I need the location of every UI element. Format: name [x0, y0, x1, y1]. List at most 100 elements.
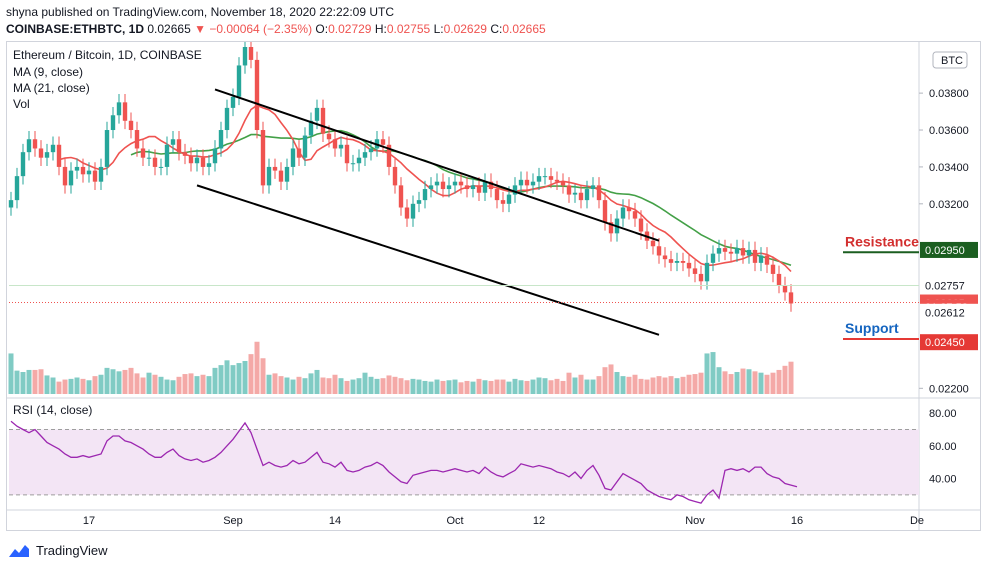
candle: [146, 149, 152, 166]
volume-bar: [740, 368, 746, 394]
volume-bar: [554, 378, 560, 394]
x-tick-label-3: Oct: [446, 515, 463, 527]
resistance-trendline: [214, 88, 660, 242]
candle: [344, 136, 350, 172]
volume-bar: [272, 373, 278, 394]
volume-bar: [176, 376, 182, 394]
candle: [152, 149, 158, 176]
volume-bar: [668, 376, 674, 394]
candle: [404, 199, 410, 227]
price-label-box: [920, 334, 978, 351]
volume-bar: [206, 376, 212, 394]
published-line: shyna published on TradingView.com, Nove…: [6, 5, 395, 19]
candle-body: [38, 148, 44, 158]
volume-bar: [332, 374, 338, 394]
open-label: O:: [315, 22, 329, 36]
candle-body: [236, 65, 242, 97]
candle-body: [242, 47, 248, 66]
volume-bar: [14, 370, 20, 394]
candle: [188, 147, 194, 172]
candle-body: [626, 207, 632, 212]
candle-body: [638, 218, 644, 232]
candle: [602, 191, 608, 231]
candle-body: [302, 135, 308, 158]
volume-bar: [518, 380, 524, 394]
candle-body: [32, 139, 38, 149]
candle-body: [548, 176, 554, 180]
down-arrow-icon: ▼: [194, 22, 206, 36]
candle-body: [668, 259, 674, 263]
candle: [386, 136, 392, 176]
candle-body: [464, 185, 470, 190]
x-tick-label-7: De: [910, 515, 924, 527]
volume-bar: [230, 365, 236, 394]
candle-body: [50, 144, 56, 153]
volume-bar: [86, 380, 92, 394]
candle-body: [398, 185, 404, 208]
volume-bar: [110, 369, 116, 394]
candle: [596, 177, 602, 209]
volume-bar: [80, 378, 86, 394]
volume-bar: [578, 374, 584, 394]
volume-bar: [470, 381, 476, 394]
volume-bar: [404, 380, 410, 394]
candle-body: [698, 273, 704, 282]
candle-body: [116, 102, 122, 116]
volume-bar: [104, 367, 110, 394]
footer-brand: TradingView: [36, 542, 108, 558]
candle: [734, 239, 740, 262]
candle: [266, 158, 272, 194]
rsi-tick-label-0: 80.00: [929, 408, 957, 420]
candle: [8, 191, 14, 216]
volume-bar: [386, 375, 392, 394]
volume-bar: [680, 376, 686, 394]
candle-body: [254, 59, 260, 131]
low-label: L:: [433, 22, 444, 36]
candle-body: [62, 166, 68, 186]
candle: [116, 94, 122, 124]
candle-body: [260, 130, 266, 186]
volume-bar: [122, 369, 128, 394]
candle: [80, 158, 86, 183]
volume-bar: [614, 372, 620, 394]
candle: [398, 177, 404, 216]
volume-bar: [62, 379, 68, 394]
candle-body: [722, 248, 728, 252]
chart-title: Ethereum / Bitcoin, 1D, COINBASE: [13, 48, 202, 62]
volume-bar: [338, 378, 344, 394]
volume-bar: [650, 377, 656, 394]
volume-bar: [368, 376, 374, 394]
volume-bar: [536, 377, 542, 394]
volume-bar: [50, 377, 56, 394]
candle-body: [380, 139, 386, 145]
candle-body: [272, 166, 278, 171]
candle: [524, 171, 530, 194]
candle: [758, 247, 764, 272]
candle: [176, 130, 182, 161]
chart-frame[interactable]: 0.03800 0.03600 0.03400 0.03200 0.02200 BTC 17…: [6, 41, 981, 531]
candle-body: [182, 152, 188, 156]
candle: [518, 171, 524, 194]
candle: [440, 173, 446, 198]
volume-bar: [722, 371, 728, 394]
volume-bar: [710, 352, 716, 394]
candle: [446, 177, 452, 198]
candle-body: [650, 240, 656, 247]
price-label-box: [919, 277, 979, 295]
x-tick-label-5: Nov: [685, 515, 705, 527]
candle: [482, 173, 488, 202]
candle-body: [476, 185, 482, 193]
candle: [572, 184, 578, 203]
volume-bar: [602, 367, 608, 394]
candle: [674, 252, 680, 272]
volume-bar: [734, 372, 740, 394]
candle: [296, 140, 302, 166]
candle: [218, 121, 224, 157]
volume-bar: [548, 380, 554, 394]
candle-body: [776, 273, 782, 285]
candle: [776, 265, 782, 294]
candle-body: [8, 200, 14, 208]
volume-bar: [374, 378, 380, 394]
price-chart[interactable]: 0.03800 0.03600 0.03400 0.03200 0.02200 BTC 17…: [7, 42, 980, 530]
volume-bar: [182, 374, 188, 394]
